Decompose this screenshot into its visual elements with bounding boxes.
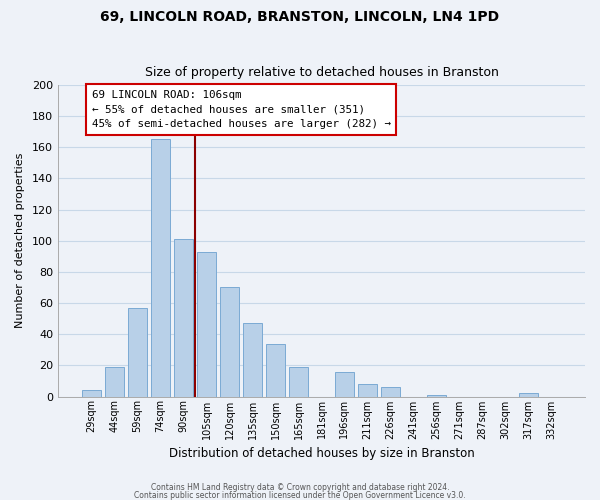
Bar [105, 367, 124, 396]
Bar [427, 395, 446, 396]
X-axis label: Distribution of detached houses by size in Branston: Distribution of detached houses by size … [169, 447, 475, 460]
Bar [380, 387, 400, 396]
Bar [266, 344, 285, 396]
Bar [518, 394, 538, 396]
Text: 69, LINCOLN ROAD, BRANSTON, LINCOLN, LN4 1PD: 69, LINCOLN ROAD, BRANSTON, LINCOLN, LN4… [100, 10, 500, 24]
Title: Size of property relative to detached houses in Branston: Size of property relative to detached ho… [145, 66, 499, 80]
Bar [220, 288, 239, 397]
Text: 69 LINCOLN ROAD: 106sqm
← 55% of detached houses are smaller (351)
45% of semi-d: 69 LINCOLN ROAD: 106sqm ← 55% of detache… [92, 90, 391, 129]
Bar [82, 390, 101, 396]
Bar [289, 367, 308, 396]
Bar [151, 140, 170, 396]
Bar [197, 252, 217, 396]
Y-axis label: Number of detached properties: Number of detached properties [15, 153, 25, 328]
Bar [174, 239, 193, 396]
Bar [128, 308, 148, 396]
Text: Contains HM Land Registry data © Crown copyright and database right 2024.: Contains HM Land Registry data © Crown c… [151, 484, 449, 492]
Bar [243, 324, 262, 396]
Text: Contains public sector information licensed under the Open Government Licence v3: Contains public sector information licen… [134, 490, 466, 500]
Bar [358, 384, 377, 396]
Bar [335, 372, 354, 396]
